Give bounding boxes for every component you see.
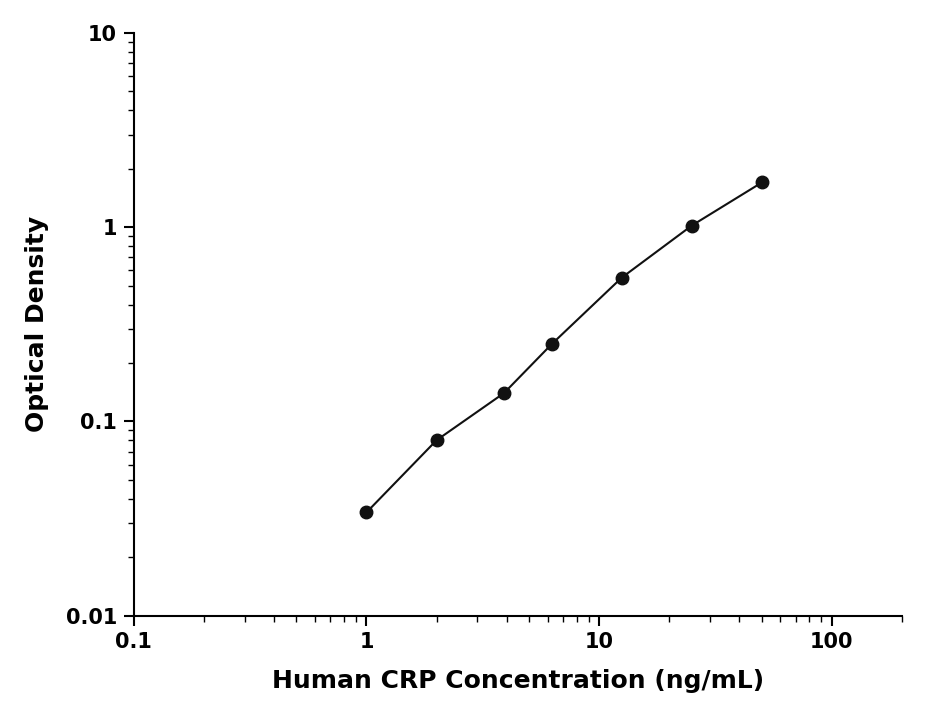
Y-axis label: Optical Density: Optical Density (25, 216, 49, 432)
X-axis label: Human CRP Concentration (ng/mL): Human CRP Concentration (ng/mL) (272, 669, 764, 693)
